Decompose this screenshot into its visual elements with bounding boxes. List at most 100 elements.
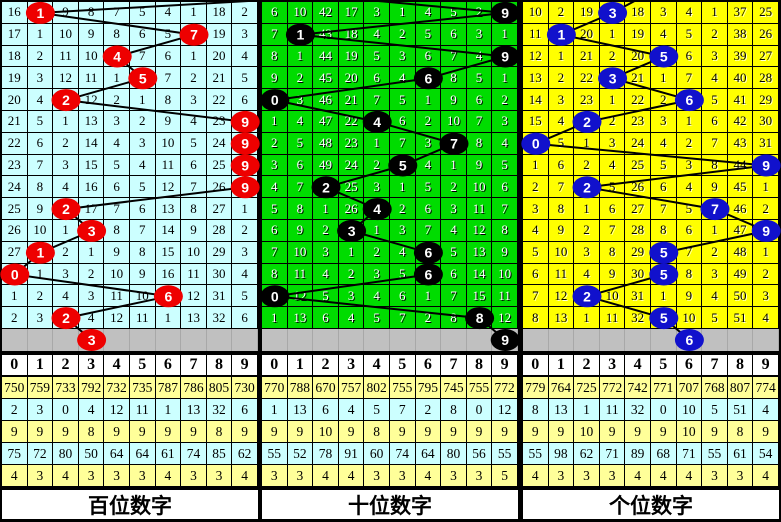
trend-cell: 4 xyxy=(676,2,703,24)
panel-hundreds-digit: 16 9 8 7 5 4 1 18 2 17 1 10 9 8 6 5 19 3 18 2 11 10 7 6 1 20 4 19 3 1… xyxy=(0,0,285,519)
trend-cell xyxy=(415,263,442,286)
trend-cell: 7 xyxy=(389,132,416,155)
stat-cell: 5 xyxy=(492,465,518,487)
trend-cell: 1 xyxy=(574,307,600,329)
stat-cell: 4 xyxy=(753,465,779,487)
trend-cell: 5 xyxy=(364,45,390,68)
pending-cell xyxy=(262,329,288,351)
trend-cell: 4 xyxy=(104,132,130,155)
trend-cell: 4 xyxy=(599,154,626,177)
digit-header-cell: 8 xyxy=(727,355,754,377)
trend-cell: 15 xyxy=(466,285,493,308)
stat-cell: 32 xyxy=(206,399,233,421)
pending-cell xyxy=(207,329,233,351)
digit-header-cell: 6 xyxy=(155,355,182,377)
trend-cell: 6 xyxy=(650,176,677,199)
trend-cell: 5 xyxy=(313,285,339,308)
trend-cell: 28 xyxy=(753,67,779,90)
trend-cell: 10 xyxy=(599,285,626,308)
stat-cell: 4 xyxy=(523,465,549,487)
trend-cell: 5 xyxy=(702,307,728,329)
trend-cell: 8 xyxy=(599,241,626,264)
trend-cell: 23 xyxy=(2,154,28,177)
trend-cell: 14 xyxy=(155,219,182,242)
stats-grid-units: 779 764 725 772 742 771 707 768 807 774 8 13 1 11 32 0 1… xyxy=(523,377,779,487)
trend-cell: 19 xyxy=(574,2,600,24)
digit-header-cell: 5 xyxy=(389,355,416,377)
stat-cell: 91 xyxy=(338,443,365,465)
trend-cell xyxy=(574,176,600,199)
trend-cell: 3 xyxy=(53,154,79,177)
digit-header-cell: 1 xyxy=(287,355,314,377)
trend-cell: 9 xyxy=(676,285,703,308)
stat-cell: 730 xyxy=(232,377,258,399)
stat-cell: 755 xyxy=(466,377,493,399)
trend-cell: 5 xyxy=(287,132,314,155)
trend-cell: 1 xyxy=(364,219,390,242)
stat-cell: 0 xyxy=(650,399,677,421)
stat-cell: 64 xyxy=(104,443,130,465)
trend-cell: 12 xyxy=(548,285,575,308)
trend-cell: 4 xyxy=(548,110,575,133)
trend-cell: 6 xyxy=(232,89,258,111)
trend-cell: 25 xyxy=(625,154,651,177)
trend-cell: 5 xyxy=(441,2,467,24)
trend-cell: 2 xyxy=(181,67,207,90)
trend-cell xyxy=(702,198,728,220)
trend-cell: 6 xyxy=(702,110,728,133)
trend-cell xyxy=(232,132,258,155)
trend-cell: 6 xyxy=(364,67,390,90)
trend-cell: 12 xyxy=(155,176,182,199)
trend-cell: 26 xyxy=(206,176,233,199)
pending-cell xyxy=(104,329,130,351)
trend-cell xyxy=(415,241,442,264)
trend-cell: 8 xyxy=(650,219,677,242)
stat-cell: 12 xyxy=(104,399,130,421)
trend-cell: 11 xyxy=(104,285,130,308)
trend-cell: 43 xyxy=(313,23,339,46)
stat-cell: 0 xyxy=(53,399,79,421)
trend-cell: 27 xyxy=(206,198,233,220)
trend-cell: 9 xyxy=(548,219,575,242)
trend-cell: 13 xyxy=(155,198,182,220)
digit-header-cell: 4 xyxy=(625,355,651,377)
stat-cell: 805 xyxy=(206,377,233,399)
stat-cell: 6 xyxy=(232,399,258,421)
trend-cell: 3 xyxy=(313,241,339,264)
trend-cell: 10 xyxy=(181,241,207,264)
trend-cell: 29 xyxy=(753,89,779,111)
trend-cell: 8 xyxy=(492,219,518,242)
trend-cell: 24 xyxy=(206,132,233,155)
trend-cell: 3 xyxy=(599,132,626,155)
trend-cell: 6 xyxy=(441,263,467,286)
trend-cell: 3 xyxy=(548,89,575,111)
stat-cell: 670 xyxy=(313,377,339,399)
trend-cell: 30 xyxy=(625,263,651,286)
trend-cell: 2 xyxy=(441,176,467,199)
trend-cell: 5 xyxy=(702,89,728,111)
trend-cell: 45 xyxy=(313,67,339,90)
trend-cell: 20 xyxy=(625,45,651,68)
stat-cell: 80 xyxy=(441,443,467,465)
trend-cell: 5 xyxy=(441,241,467,264)
trend-cell xyxy=(27,2,54,24)
trend-cell: 4 xyxy=(53,285,79,308)
trend-cell: 39 xyxy=(727,45,754,68)
pending-cell xyxy=(53,329,79,351)
trend-cell: 9 xyxy=(104,241,130,264)
trend-cell xyxy=(338,219,365,242)
stats-grid-tens: 770 788 670 757 802 755 795 745 755 772 1 13 6 4 5 7 2 8 0… xyxy=(262,377,518,487)
trend-cell: 27 xyxy=(2,241,28,264)
trend-cell: 1 xyxy=(129,89,156,111)
trend-cell: 2 xyxy=(389,198,416,220)
trend-cell: 15 xyxy=(155,241,182,264)
trend-cell: 1 xyxy=(104,67,130,90)
pending-cell xyxy=(728,329,754,351)
trend-cell: 4 xyxy=(441,219,467,242)
trend-cell: 31 xyxy=(625,285,651,308)
trend-cell xyxy=(650,263,677,286)
trend-cell: 5 xyxy=(27,110,54,133)
stat-cell: 772 xyxy=(599,377,626,399)
trend-cell: 1 xyxy=(27,23,54,46)
trend-cell: 6 xyxy=(129,198,156,220)
